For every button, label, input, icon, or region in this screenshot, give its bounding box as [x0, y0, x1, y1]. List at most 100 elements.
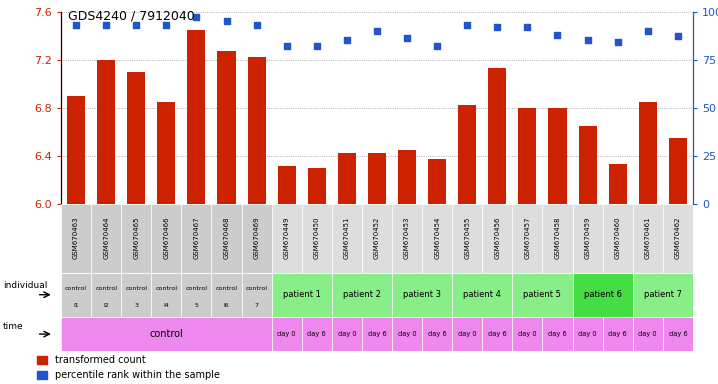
Point — [101, 22, 112, 28]
Text: control: control — [95, 286, 117, 291]
Bar — [302, 204, 332, 273]
Point — [131, 22, 142, 28]
Bar — [633, 317, 663, 351]
Text: 3: 3 — [134, 303, 139, 308]
Legend: transformed count, percentile rank within the sample: transformed count, percentile rank withi… — [34, 351, 224, 384]
Bar — [151, 204, 182, 273]
Bar — [398, 149, 416, 204]
Bar — [302, 317, 332, 351]
Bar — [513, 204, 542, 273]
Bar — [182, 273, 212, 317]
Text: GSM670454: GSM670454 — [434, 217, 440, 259]
Point — [582, 37, 593, 43]
Point — [191, 14, 202, 20]
Bar — [308, 167, 326, 204]
Text: day 0: day 0 — [398, 331, 416, 337]
Text: GSM670469: GSM670469 — [253, 217, 260, 260]
Text: 7: 7 — [255, 303, 258, 308]
Text: GSM670449: GSM670449 — [284, 217, 289, 259]
Bar — [488, 68, 506, 204]
Bar — [572, 317, 602, 351]
Bar — [392, 204, 422, 273]
Bar — [157, 101, 175, 204]
Bar — [127, 71, 145, 204]
Text: GSM670461: GSM670461 — [645, 217, 651, 260]
Text: day 6: day 6 — [548, 331, 567, 337]
Text: GSM670465: GSM670465 — [134, 217, 139, 259]
Bar — [392, 317, 422, 351]
Bar — [338, 153, 356, 204]
Text: l6: l6 — [224, 303, 229, 308]
Text: day 0: day 0 — [578, 331, 597, 337]
Bar — [458, 105, 476, 204]
Text: control: control — [149, 329, 183, 339]
Text: patient 2: patient 2 — [343, 290, 381, 299]
Bar — [332, 273, 392, 317]
Point — [492, 24, 503, 30]
Point — [341, 37, 353, 43]
Bar — [549, 108, 567, 204]
Text: patient 6: patient 6 — [584, 290, 622, 299]
Bar — [609, 164, 627, 204]
Bar — [579, 126, 597, 204]
Bar — [542, 204, 572, 273]
Bar — [271, 273, 332, 317]
Bar — [602, 317, 633, 351]
Text: l4: l4 — [164, 303, 169, 308]
Bar — [248, 57, 266, 204]
Text: day 6: day 6 — [428, 331, 447, 337]
Text: day 6: day 6 — [608, 331, 627, 337]
Text: GSM670455: GSM670455 — [465, 217, 470, 259]
Point — [161, 22, 172, 28]
Point — [612, 39, 623, 45]
Text: GSM670464: GSM670464 — [103, 217, 109, 259]
Text: GSM670450: GSM670450 — [314, 217, 320, 259]
Bar — [241, 273, 271, 317]
Bar — [97, 60, 115, 204]
Bar — [513, 317, 542, 351]
Bar — [362, 204, 392, 273]
Bar — [91, 273, 121, 317]
Bar — [332, 317, 362, 351]
Text: day 6: day 6 — [368, 331, 386, 337]
Bar — [452, 317, 482, 351]
Bar — [332, 204, 362, 273]
Text: day 6: day 6 — [307, 331, 326, 337]
Text: day 0: day 0 — [337, 331, 356, 337]
Bar — [368, 153, 386, 204]
Bar — [633, 273, 693, 317]
Text: GSM670452: GSM670452 — [374, 217, 380, 259]
Bar — [151, 273, 182, 317]
Text: day 0: day 0 — [518, 331, 536, 337]
Bar — [518, 108, 536, 204]
Text: GSM670457: GSM670457 — [524, 217, 531, 259]
Point — [70, 22, 82, 28]
Text: day 6: day 6 — [668, 331, 687, 337]
Text: time: time — [3, 322, 24, 331]
Bar — [187, 30, 205, 204]
Text: GSM670456: GSM670456 — [494, 217, 500, 259]
Bar — [271, 317, 302, 351]
Bar — [362, 317, 392, 351]
Bar — [452, 273, 513, 317]
Text: l1: l1 — [73, 303, 79, 308]
Text: GSM670468: GSM670468 — [223, 217, 230, 260]
Bar — [121, 204, 151, 273]
Point — [642, 28, 653, 34]
Text: GSM670459: GSM670459 — [584, 217, 591, 259]
Bar — [67, 96, 85, 204]
Bar — [61, 204, 91, 273]
Text: control: control — [65, 286, 87, 291]
Bar — [542, 317, 572, 351]
Text: individual: individual — [3, 280, 47, 290]
Point — [311, 43, 322, 49]
Bar — [212, 273, 241, 317]
Point — [281, 43, 292, 49]
Text: GSM670453: GSM670453 — [404, 217, 410, 259]
Bar — [639, 101, 657, 204]
Text: patient 4: patient 4 — [463, 290, 501, 299]
Point — [371, 28, 383, 34]
Bar — [422, 317, 452, 351]
Text: GSM670458: GSM670458 — [554, 217, 561, 259]
Bar — [182, 204, 212, 273]
